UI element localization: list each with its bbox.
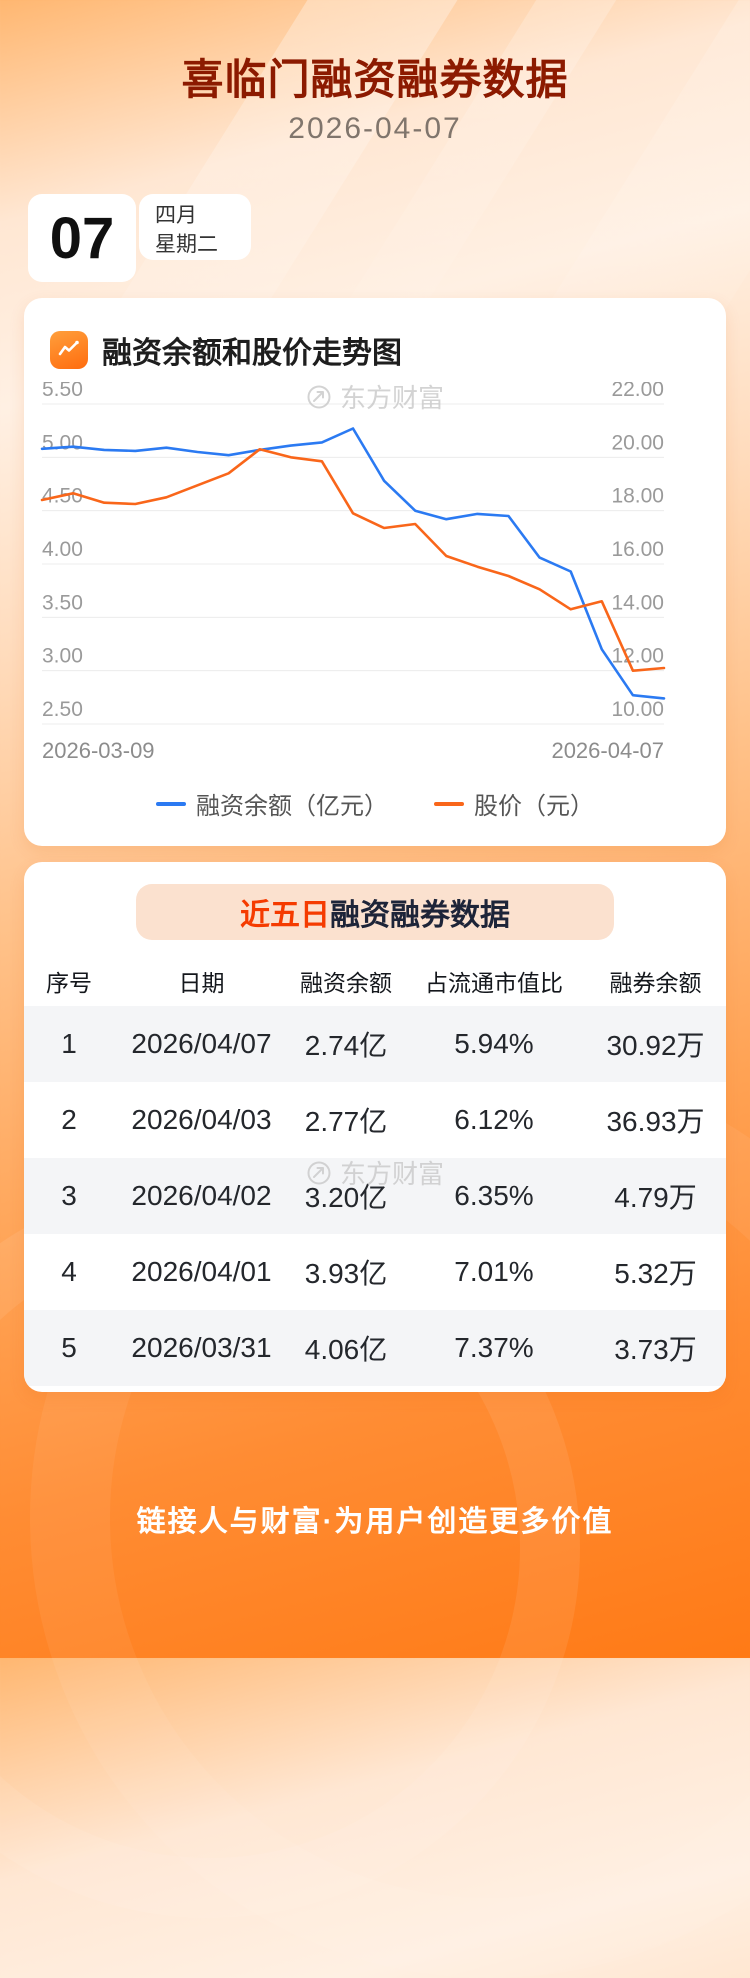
table-cell: 2026/04/01 [131,1256,272,1287]
column-header: 融资余额 [300,970,392,996]
chart-section-title: 融资余额和股价走势图 [102,337,402,370]
left-axis-tick-label: 2.50 [42,698,83,721]
right-axis-tick-label: 16.00 [611,538,664,561]
table-cell: 6.12% [454,1104,534,1135]
table-watermark: 东方财富 [306,1154,444,1191]
legend-item: 融资余额（亿元） [156,786,388,821]
column-header: 融券余额 [609,970,702,996]
table-row: 1 2026/04/07 2.74亿 5.94% 30.92万 [24,1006,726,1082]
left-axis-tick-label: 3.50 [42,591,83,614]
table-cell: 36.93万 [606,1106,705,1137]
right-axis-tick-label: 10.00 [611,698,664,721]
right-axis-tick-label: 22.00 [611,382,664,401]
table-cell: 2.74亿 [304,1030,388,1061]
table-cell: 1 [61,1028,77,1059]
chart-watermark: 东方财富 [306,378,444,415]
legend-label: 融资余额（亿元） [196,793,388,820]
table-cell: 3.20亿 [304,1182,388,1213]
column-header: 日期 [178,970,225,996]
chart-section-header: 融资余额和股价走势图 [24,298,726,372]
table-row: 3 2026/04/02 3.20亿 6.35% 4.79万 [24,1158,726,1234]
calendar-month: 四月 [155,204,197,227]
right-axis-tick-label: 18.00 [611,485,664,508]
column-header: 占流通市值比 [425,970,563,996]
legend-swatch [156,801,186,806]
watermark-logo-icon [307,385,331,408]
trend-chart-icon [50,331,88,369]
left-axis-tick-label: 3.00 [42,645,83,668]
table-cell: 4.79万 [614,1182,697,1213]
table-cell: 7.01% [454,1256,534,1287]
table-cell: 7.37% [454,1332,534,1363]
x-axis-start-label: 2026-03-09 [42,738,155,763]
table-row: 5 2026/03/31 4.06亿 7.37% 3.73万 [24,1310,726,1386]
table-row: 4 2026/04/01 3.93亿 7.01% 5.32万 [24,1234,726,1310]
date-card: 07 四月 星期二 [28,194,251,282]
table-cell: 6.35% [454,1180,534,1211]
table-cell: 2026/04/02 [131,1180,272,1211]
table-cell: 2026/04/07 [131,1028,272,1059]
left-axis-tick-label: 5.00 [42,431,83,454]
table-title-highlight: 近五日 [240,899,330,932]
legend-item: 股价（元） [434,786,594,821]
calendar-day: 07 [28,194,136,282]
table-row: 2 2026/04/03 2.77亿 6.12% 36.93万 [24,1082,726,1158]
table-cell: 30.92万 [606,1030,705,1061]
table-title: 近五日 融资融券数据 [136,884,614,940]
watermark-text: 东方财富 [339,1159,445,1189]
table-cell: 4 [61,1256,77,1287]
table-title-rest: 融资融券数据 [330,899,510,932]
calendar-weekday: 星期二 [155,233,218,257]
table-cell: 5 [61,1332,77,1363]
left-axis-tick-label: 5.50 [42,382,83,401]
watermark-logo-icon [307,1161,331,1184]
table-cell: 2026/04/03 [131,1104,272,1135]
page-title: 喜临门融资融券数据 [181,56,569,103]
table-header-row: 序号 日期 融资余额 占流通市值比 融券余额 [24,956,726,1006]
right-axis-tick-label: 12.00 [611,645,664,668]
table-card: 近五日 融资融券数据 东方财富 序号 日期 融资余额 占流通市值比 融券余额 1 2026/0… [24,862,726,1392]
table-cell: 3.73万 [614,1334,697,1365]
watermark-text: 东方财富 [339,383,445,413]
footer-slogan: 链接人与财富·为用户创造更多价值 [136,1506,614,1538]
page-date: 2026-04-07 [288,112,462,145]
left-axis-tick-label: 4.00 [42,538,83,561]
table-cell: 2 [61,1104,77,1135]
table-cell: 3.93亿 [304,1258,388,1289]
legend-swatch [434,801,464,806]
table-cell: 5.94% [454,1028,534,1059]
chart-card: 融资余额和股价走势图 东方财富 5.50 22.00 5.00 20.00 4.50 18… [24,298,726,846]
right-axis-tick-label: 20.00 [611,431,664,454]
table-cell: 2.77亿 [304,1106,388,1137]
column-header: 序号 [46,970,92,996]
series-line-right [40,448,666,673]
margin-data-table: 序号 日期 融资余额 占流通市值比 融券余额 1 2026/04/07 2.74亿 5.94% 3… [24,956,726,1386]
x-axis-end-label: 2026-04-07 [551,738,664,763]
trend-chart-svg: 5.50 22.005.00 20.004.50 18.004.00 16.003.50… [40,382,666,763]
right-axis-tick-label: 14.00 [611,591,664,614]
series-line-left [40,427,666,700]
trend-chart-icon-glyph [58,340,79,356]
table-cell: 5.32万 [614,1258,697,1289]
chart-legend: 融资余额（亿元） 股价（元） [24,786,726,821]
table-cell: 3 [61,1180,77,1211]
legend-label: 股价（元） [474,793,594,820]
table-cell: 4.06亿 [304,1334,388,1365]
calendar-month-box: 四月 星期二 [139,194,251,260]
table-cell: 2026/03/31 [131,1332,272,1363]
